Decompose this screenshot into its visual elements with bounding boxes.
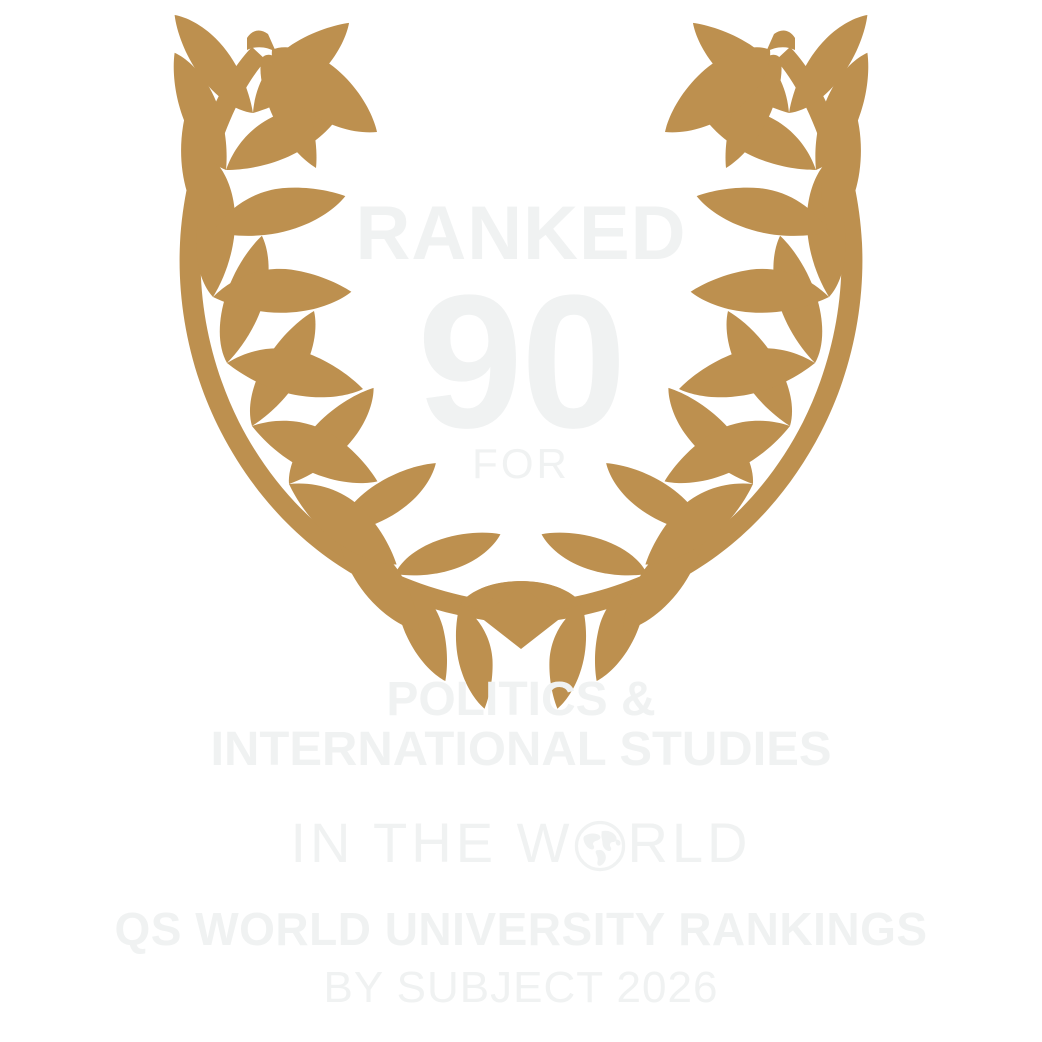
globe-icon (574, 820, 626, 872)
diamond-clasp (480, 586, 562, 649)
for-label: FOR (472, 440, 570, 487)
scope-line: IN THE W RLD (0, 811, 1042, 874)
subject-line-2: INTERNATIONAL STUDIES (210, 723, 832, 776)
scope-suffix: RLD (627, 811, 752, 874)
ranking-source-title: QS WORLD UNIVERSITY RANKINGS (114, 903, 928, 955)
scope-prefix: IN THE W (290, 811, 574, 874)
subject-line-1: POLITICS & (386, 673, 656, 726)
rank-number: 90 (417, 256, 626, 468)
ranking-source-subtitle: BY SUBJECT 2026 (323, 963, 719, 1012)
ranked-label: RANKED (355, 191, 687, 276)
